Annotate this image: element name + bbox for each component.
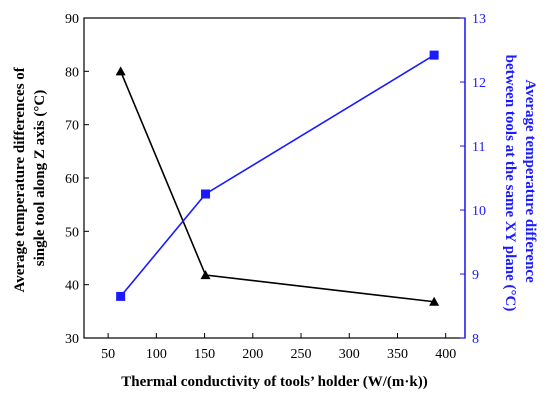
right-y-tick-label: 13 (472, 12, 486, 27)
left-y-tick-label: 30 (65, 332, 79, 347)
x-tick-label: 250 (291, 347, 312, 362)
left-y-tick-label: 80 (65, 65, 79, 80)
triangle-marker (200, 270, 211, 280)
series-layer (115, 50, 440, 306)
plot-frame (83, 17, 466, 339)
left-y-tick-label: 40 (65, 279, 79, 294)
left-y-axis: 30 40 50 60 70 80 90 (65, 12, 89, 347)
x-axis: 50 100 150 200 250 300 350 400 (101, 333, 456, 362)
x-tick-label: 200 (242, 347, 263, 362)
square-marker (116, 291, 126, 301)
left-y-axis-title-line-1: Average temperature differences of (12, 66, 28, 292)
right-y-tick-label: 8 (472, 332, 479, 347)
x-tick-label: 150 (194, 347, 215, 362)
left-y-tick-label: 60 (65, 172, 79, 187)
left-y-tick-label: 70 (65, 119, 79, 134)
x-tick-label: 100 (146, 347, 167, 362)
left-y-tick-label: 50 (65, 225, 79, 240)
x-axis-title: Thermal conductivity of tools’ holder (W… (121, 374, 428, 390)
square-marker (201, 189, 211, 199)
left-y-axis-title-line-2: single tool along Z axis (°C) (32, 90, 48, 266)
triangle-marker (115, 66, 126, 76)
right-y-axis-title-line-1: Average temperature difference (522, 80, 538, 284)
right-series-line (120, 54, 435, 297)
right-y-tick-label: 10 (472, 204, 486, 219)
left-y-axis-title: Average temperature differences of singl… (12, 63, 48, 292)
x-tick-label: 350 (387, 347, 408, 362)
right-y-tick-label: 11 (472, 140, 485, 155)
right-y-tick-label: 9 (472, 268, 479, 283)
left-y-tick-label: 90 (65, 12, 79, 27)
triangle-marker (429, 296, 440, 306)
x-tick-label: 300 (339, 347, 360, 362)
x-tick-label: 50 (101, 347, 115, 362)
right-y-axis: 8 9 10 11 12 13 (460, 12, 486, 347)
right-y-axis-title: Average temperature difference between t… (502, 55, 538, 312)
right-y-axis-title-line-2: between tools at the same XY plane (°C) (502, 55, 518, 312)
right-y-tick-label: 12 (472, 76, 486, 91)
square-marker (429, 50, 439, 60)
left-series-line (119, 71, 435, 303)
x-tick-label: 400 (435, 347, 456, 362)
